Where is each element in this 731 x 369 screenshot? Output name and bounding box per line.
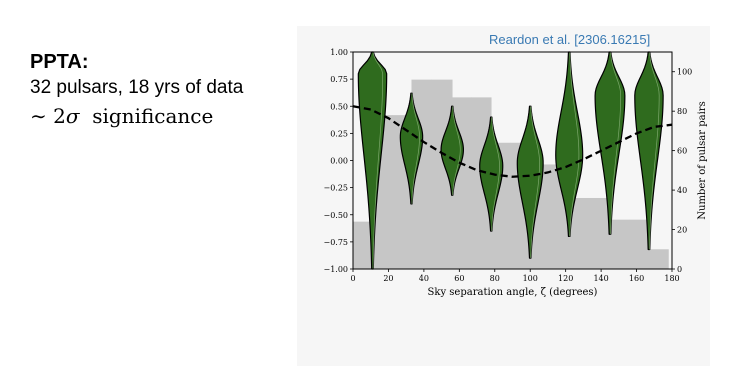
histogram-bar: [608, 219, 630, 269]
x-tick-label: 60: [454, 274, 464, 283]
y-tick-label: 0.25: [330, 129, 348, 138]
ppta-heading: PPTA:: [30, 51, 89, 73]
y2-tick-label: 40: [677, 186, 687, 195]
hd-curve-layer: [352, 105, 673, 178]
x-tick-label: 160: [629, 274, 644, 283]
x-tick-label: 140: [593, 274, 608, 283]
y-tick-label: 1.00: [330, 48, 348, 57]
violin-body: [634, 51, 664, 251]
sigma-symbol: σ: [65, 104, 80, 128]
violin-highlight: [452, 106, 461, 196]
y-tick-label: −0.75: [323, 238, 348, 247]
citation-label: Reardon et al. [2306.16215]: [489, 32, 651, 47]
tick-layer: 0 20 40 60 80 100 120 140 160 180 1.00 0.75 0.50 0.25…: [323, 48, 692, 283]
x-axis-label: Sky separation angle, ζ (degrees): [428, 287, 598, 298]
ppta-significance: ∼ 2σ significance: [30, 103, 243, 129]
y2-tick-label: 20: [677, 226, 687, 235]
y-tick-label: 0.75: [330, 75, 348, 84]
x-tick-label: 100: [523, 274, 538, 283]
violin-body: [516, 105, 544, 259]
x-tick-label: 40: [419, 274, 429, 283]
violin-body: [594, 51, 626, 235]
violin-highlight: [569, 51, 580, 237]
y-tick-label: −0.25: [323, 184, 348, 193]
x-tick-label: 180: [664, 274, 679, 283]
x-tick-label: 0: [350, 274, 355, 283]
x-tick-label: 120: [558, 274, 573, 283]
ppta-summary: PPTA: 32 pulsars, 18 yrs of data ∼ 2σ si…: [30, 50, 243, 129]
ppta-pulsar-summary: 32 pulsars, 18 yrs of data: [30, 77, 244, 98]
violin-body: [440, 105, 464, 196]
violin-highlight: [491, 117, 500, 232]
violin-highlight: [411, 93, 420, 204]
violin-highlight: [530, 106, 540, 259]
y-tick-label: 0.50: [330, 102, 348, 111]
y2-tick-label: 0: [677, 265, 682, 274]
secondary-y-axis-label: Number of pulsar pairs: [697, 101, 708, 219]
x-tick-label: 20: [383, 274, 393, 283]
significance-prefix: ∼ 2: [30, 104, 66, 128]
histogram-bar: [588, 197, 609, 269]
y2-tick-label: 60: [677, 147, 687, 156]
histogram-bar: [353, 221, 373, 269]
violin-highlight: [372, 51, 384, 270]
y-tick-label: −1.00: [323, 265, 348, 274]
significance-word: significance: [92, 104, 214, 128]
hd-curve: [352, 105, 673, 178]
violin-highlight: [649, 51, 660, 250]
violin-chart: 0 20 40 60 80 100 120 140 160 180 1.00 0.75 0.50 0.25…: [323, 48, 708, 298]
y2-tick-label: 100: [677, 68, 692, 77]
histogram-bar: [569, 197, 589, 269]
x-tick-label: 80: [490, 274, 500, 283]
y-tick-label: 0.00: [330, 157, 348, 166]
histogram-bar: [648, 249, 669, 269]
violin-body: [555, 51, 584, 238]
y2-tick-label: 80: [677, 107, 687, 116]
histogram-bar: [629, 219, 650, 269]
y-tick-label: −0.50: [323, 211, 348, 220]
